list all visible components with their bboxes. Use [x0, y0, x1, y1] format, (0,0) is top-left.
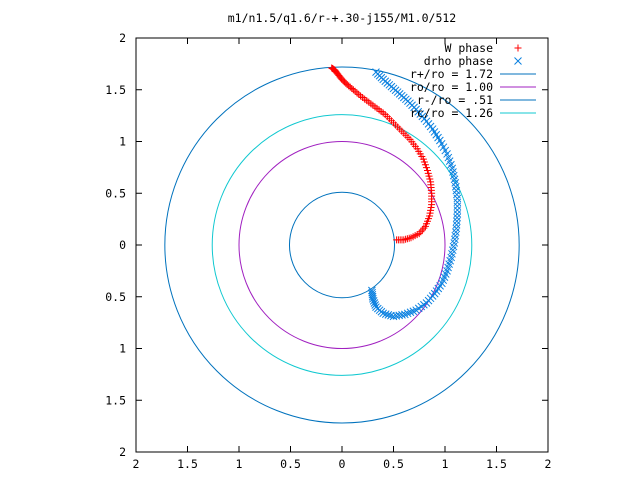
data-point	[424, 169, 432, 177]
x-tick-label: 0.5	[383, 457, 404, 471]
data-point	[420, 158, 428, 166]
y-axis-ticks: 2 1.5 1 0.5 0 0.5 1 1.5 2	[105, 31, 548, 459]
legend-label: drho phase	[424, 54, 493, 68]
data-point	[353, 89, 361, 97]
data-point	[420, 224, 428, 232]
y-tick-label: 2	[119, 31, 126, 45]
data-point	[381, 310, 390, 318]
data-point	[368, 286, 376, 295]
data-point	[453, 202, 462, 211]
data-point	[425, 172, 433, 180]
y-tick-label: 0.5	[105, 186, 126, 200]
y-tick-label: 1.5	[105, 393, 126, 407]
legend-label: W phase	[445, 41, 494, 55]
legend-marker	[514, 57, 522, 65]
data-point	[417, 228, 425, 236]
data-point	[422, 164, 430, 172]
reference-circles	[164, 66, 520, 424]
data-point	[423, 166, 431, 174]
circle-0	[164, 66, 520, 424]
chart-title: m1/n1.5/q1.6/r-+.30-j155/M1.0/512	[228, 11, 456, 25]
data-point	[412, 306, 421, 315]
x-tick-label: 1	[236, 457, 243, 471]
y-tick-label: 1	[119, 135, 126, 149]
data-point	[453, 213, 461, 222]
data-point	[418, 226, 426, 234]
data-point	[393, 236, 401, 244]
data-point	[402, 235, 410, 243]
x-tick-label: 1	[442, 457, 449, 471]
x-tick-label: 2	[133, 457, 140, 471]
legend-label: ro/ro = 1.00	[410, 80, 493, 94]
circle-2	[288, 191, 396, 299]
data-point	[421, 161, 429, 169]
y-tick-label: 1.5	[105, 83, 126, 97]
data-point	[389, 312, 398, 321]
data-point	[406, 308, 415, 317]
data-point	[351, 87, 359, 95]
data-point	[428, 201, 436, 209]
data-point	[355, 90, 363, 98]
series-1	[368, 68, 462, 321]
data-point	[372, 303, 380, 311]
data-point	[453, 194, 462, 203]
data-point	[403, 309, 412, 318]
data-point	[452, 220, 461, 229]
data-point	[453, 198, 462, 207]
data-point	[403, 235, 411, 243]
data-point	[427, 206, 435, 214]
legend-label: rc/ro = 1.26	[410, 106, 493, 120]
y-tick-label: 1	[119, 342, 126, 356]
legend-marker	[514, 44, 522, 52]
data-point	[409, 307, 418, 316]
x-tick-label: 1.5	[486, 457, 507, 471]
data-point	[384, 311, 393, 319]
y-tick-label: 0.5	[105, 290, 126, 304]
x-tick-label: 0.5	[280, 457, 301, 471]
data-series	[328, 64, 462, 321]
y-tick-label: 2	[119, 445, 126, 459]
data-point	[348, 84, 356, 92]
y-tick-label: 0	[119, 238, 126, 252]
data-point	[419, 155, 427, 163]
data-point	[426, 175, 434, 183]
data-point	[421, 222, 429, 230]
data-point	[368, 288, 376, 297]
data-point	[349, 86, 357, 94]
data-point	[371, 301, 380, 309]
legend-label: r+/ro = 1.72	[410, 67, 493, 81]
legend-label: r-/ro = .51	[417, 93, 493, 107]
data-point	[427, 203, 435, 211]
data-point	[453, 210, 462, 218]
x-tick-label: 0	[339, 457, 346, 471]
data-point	[370, 299, 379, 307]
data-point	[387, 311, 395, 320]
data-point	[405, 234, 413, 242]
data-point	[452, 217, 461, 226]
x-tick-label: 1.5	[177, 457, 198, 471]
data-point	[453, 206, 462, 214]
circle-1	[238, 141, 446, 349]
series-0	[328, 64, 436, 244]
data-point	[407, 234, 415, 242]
x-axis-ticks: 2 1.5 1 0.5 0 0.5 1 1.5 2	[133, 38, 552, 471]
data-point	[426, 209, 434, 217]
circle-3	[211, 114, 473, 376]
x-tick-label: 2	[545, 457, 552, 471]
